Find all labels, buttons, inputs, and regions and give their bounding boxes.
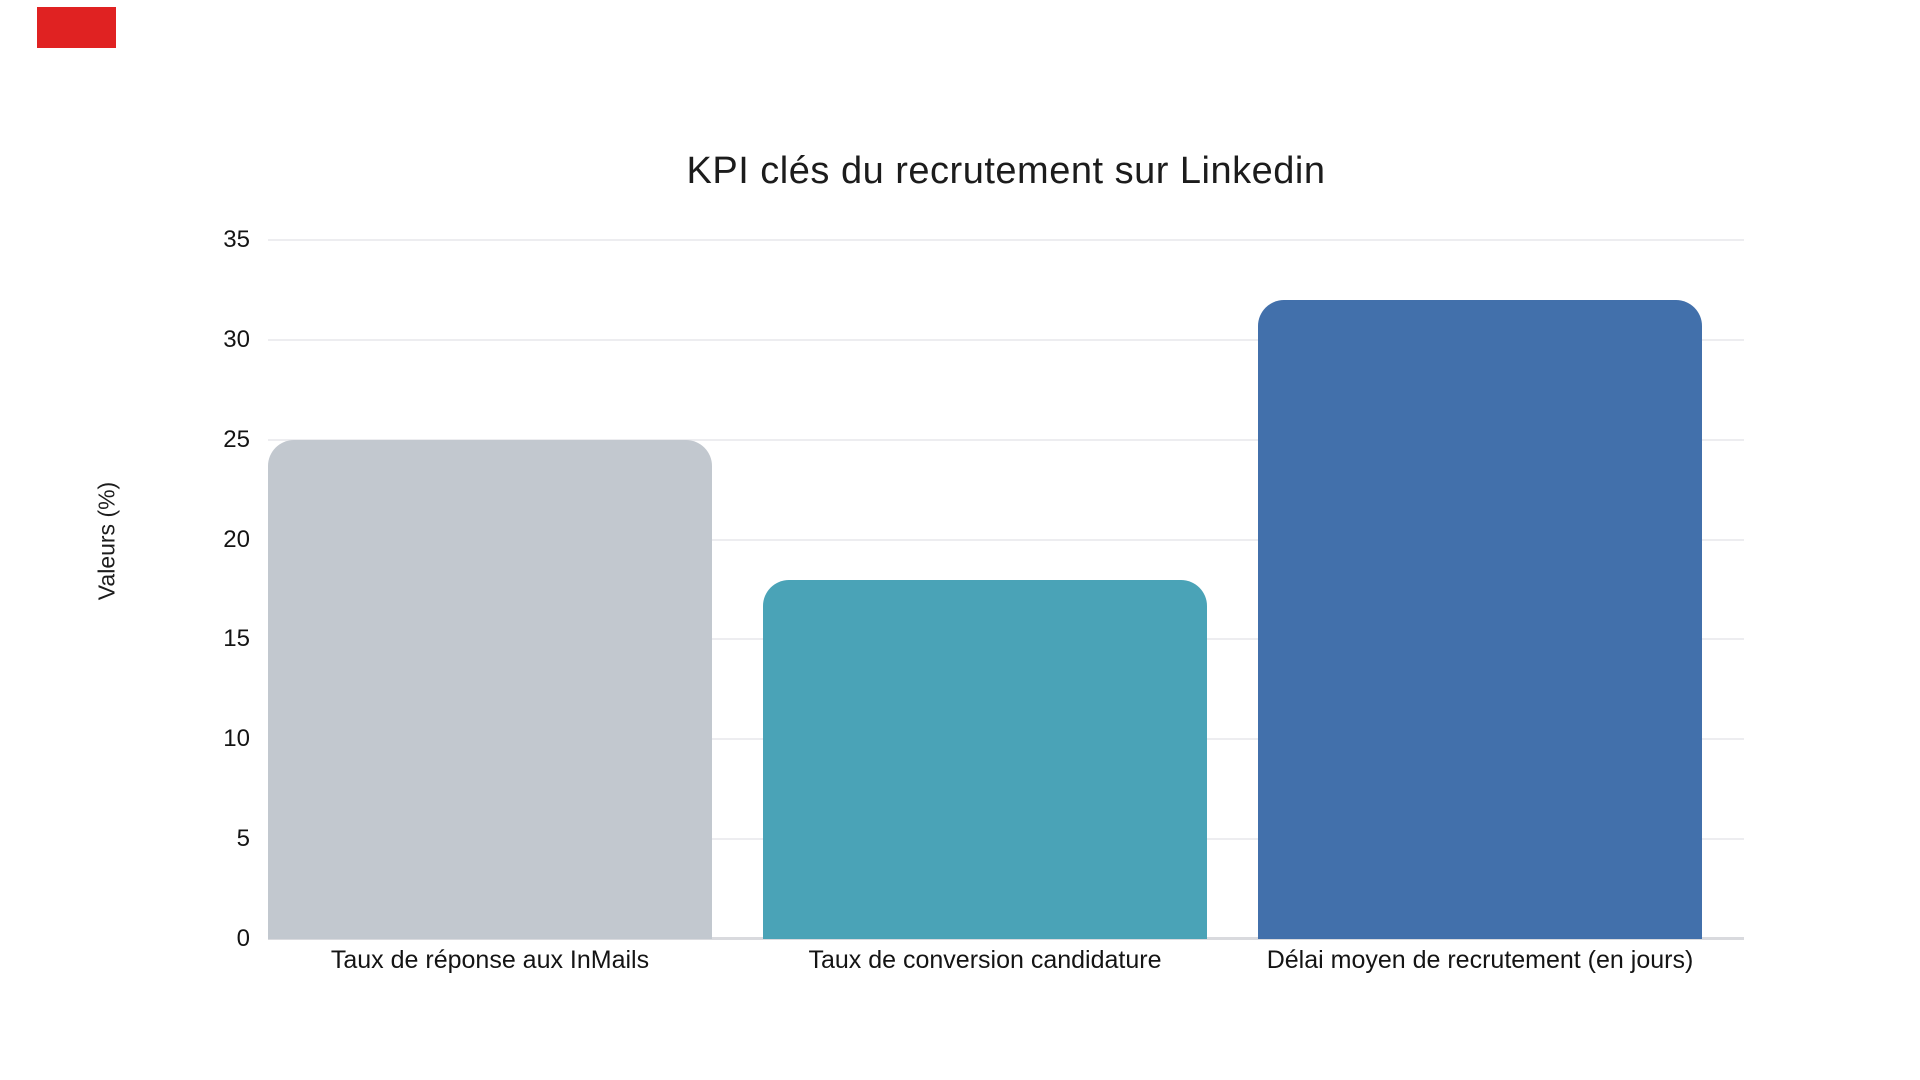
y-tick-label-35: 35 bbox=[223, 226, 250, 253]
gridline-y-25 bbox=[268, 438, 1744, 441]
bar-1 bbox=[763, 579, 1207, 939]
y-tick-label-30: 30 bbox=[223, 325, 250, 353]
gridline-y-20 bbox=[268, 538, 1744, 541]
gridline-y-30 bbox=[268, 338, 1744, 341]
y-axis-title: Valeurs (%) bbox=[93, 481, 120, 601]
y-tick-label-25: 25 bbox=[223, 425, 250, 453]
y-tick-label-0: 0 bbox=[236, 925, 250, 952]
chart-title: KPI clés du recrutement sur Linkedin bbox=[686, 150, 1326, 192]
x-tick-label-2: Délai moyen de recrutement (en jours) bbox=[1266, 946, 1694, 974]
x-tick-label-0: Taux de réponse aux InMails bbox=[330, 946, 650, 974]
y-tick-label-5: 5 bbox=[236, 825, 250, 853]
bar-2 bbox=[1258, 299, 1702, 939]
y-tick-label-20: 20 bbox=[223, 525, 250, 553]
bar-0 bbox=[268, 439, 712, 939]
gridline-y-35 bbox=[268, 239, 1744, 241]
y-tick-label-10: 10 bbox=[223, 725, 250, 753]
y-tick-label-15: 15 bbox=[223, 625, 250, 653]
x-tick-label-1: Taux de conversion candidature bbox=[808, 946, 1162, 974]
red-marker bbox=[37, 7, 116, 48]
